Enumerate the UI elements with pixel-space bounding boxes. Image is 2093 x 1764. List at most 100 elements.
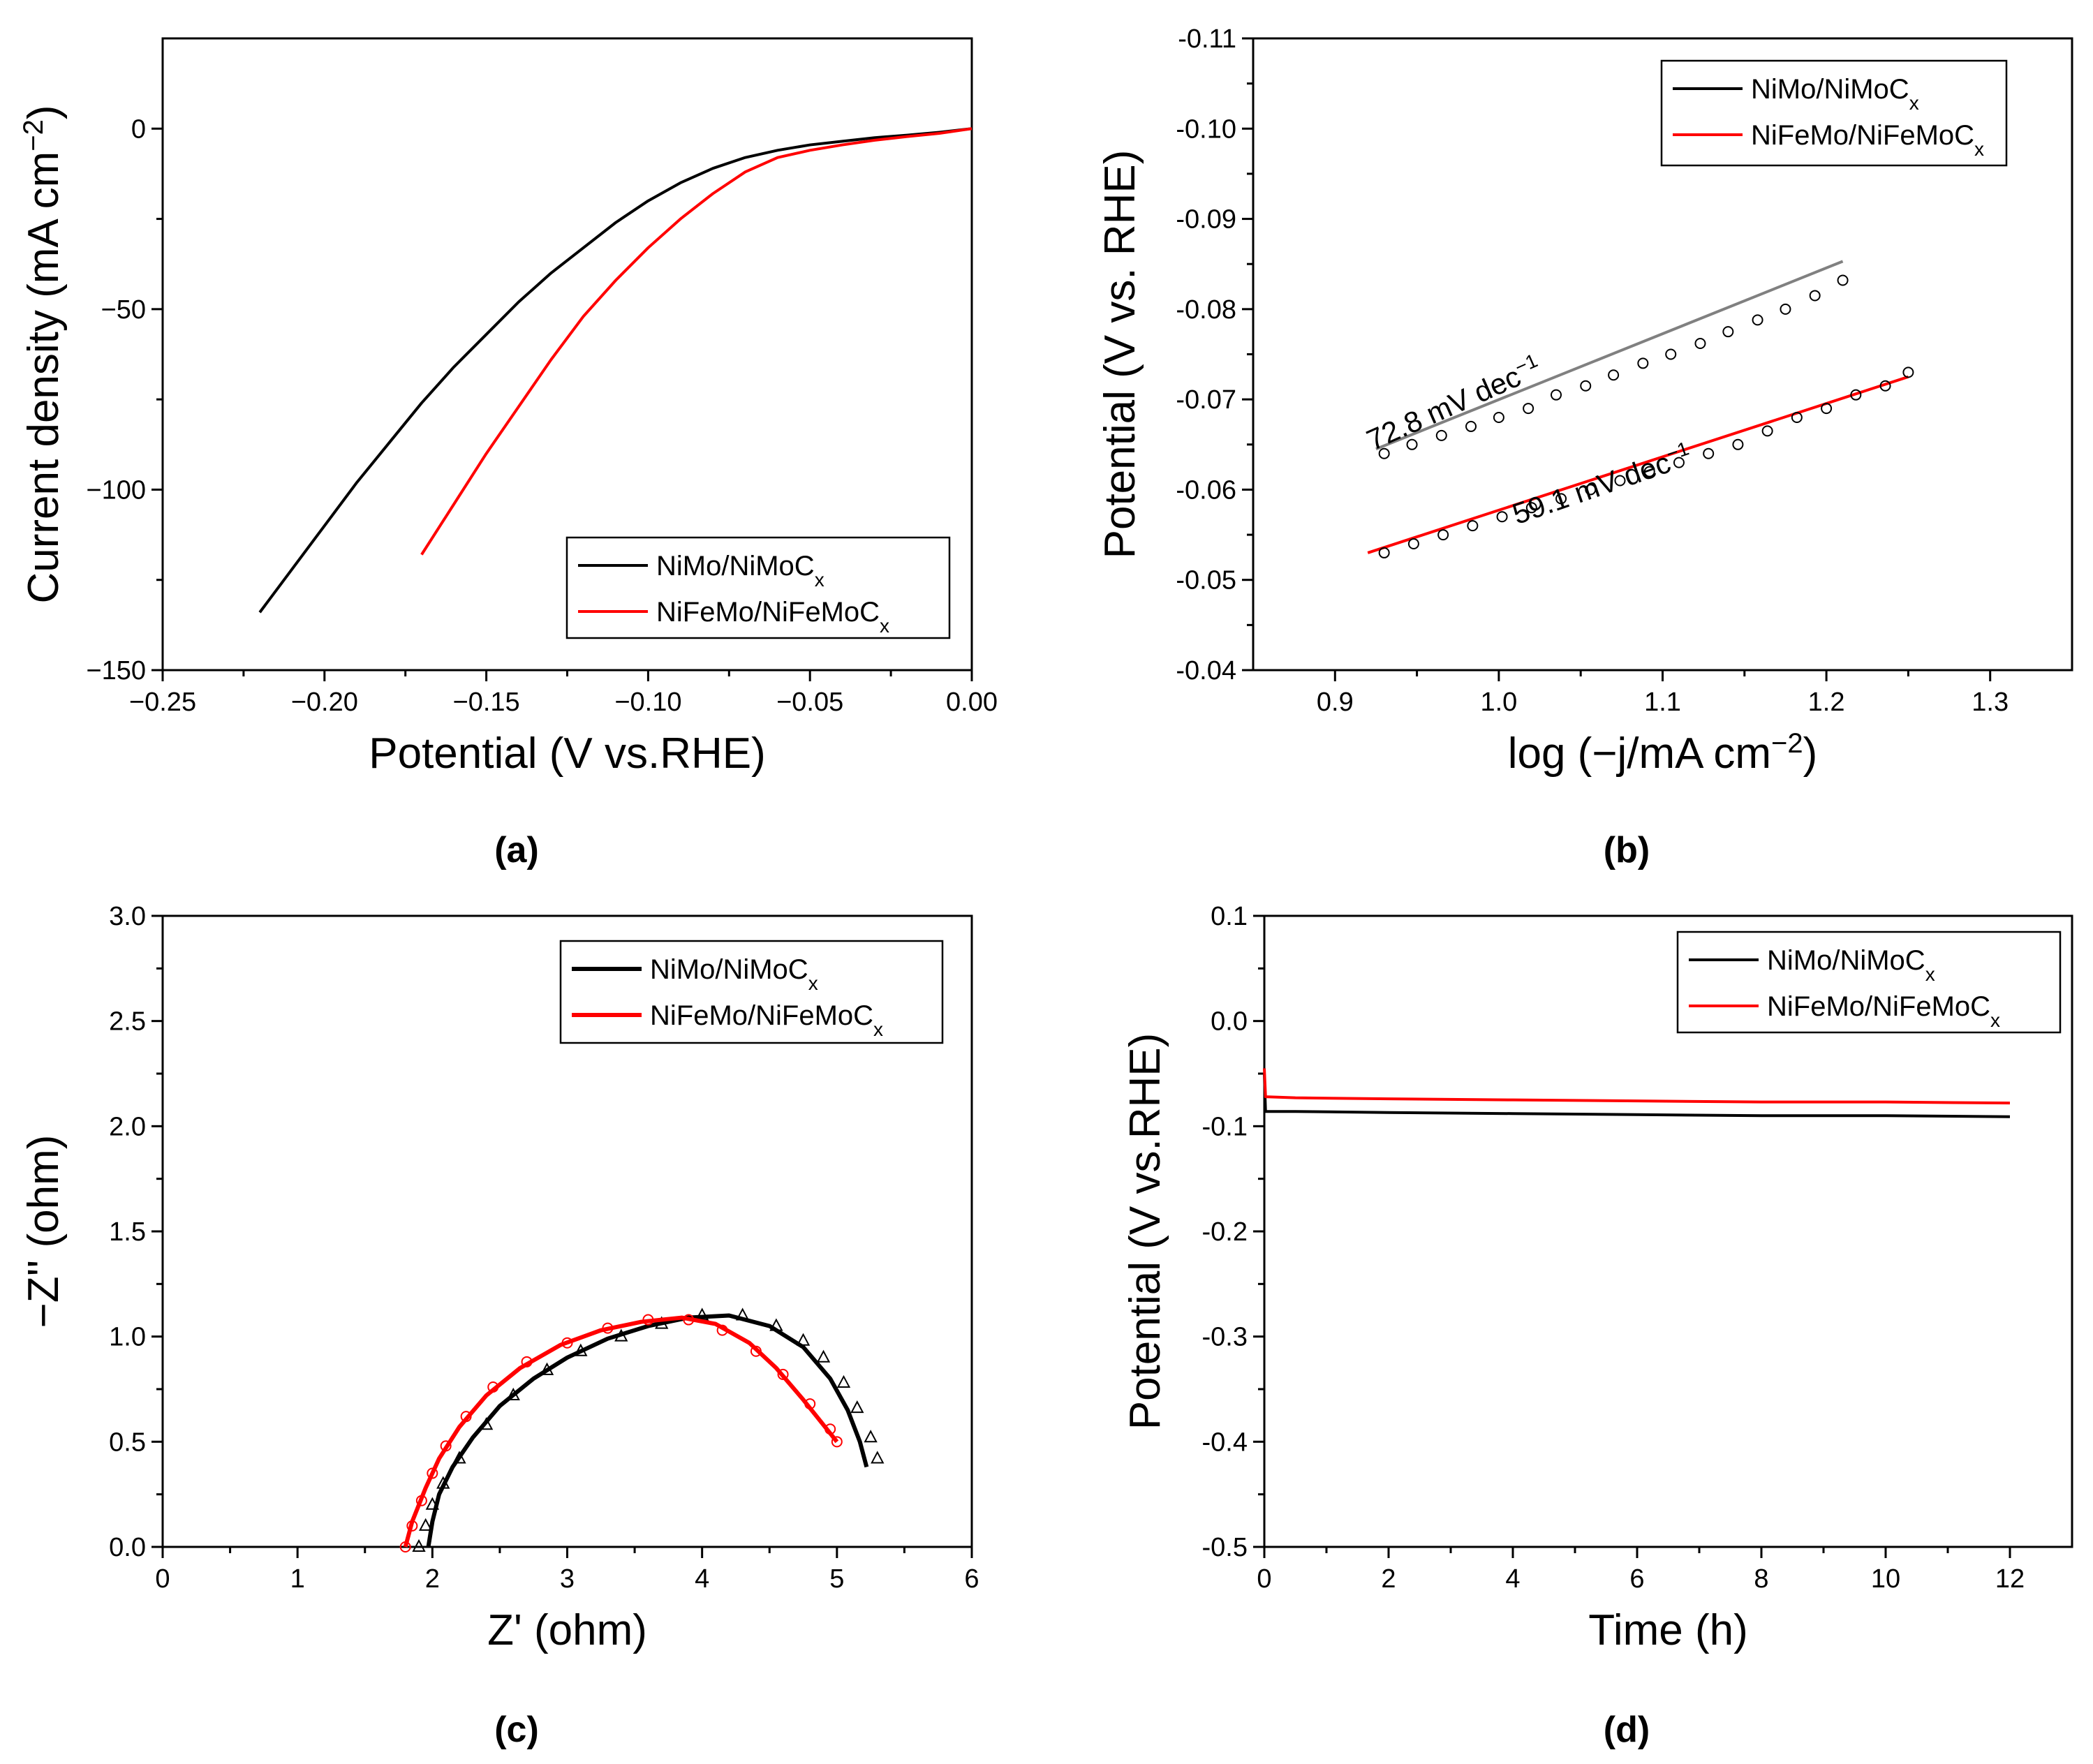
series-nifemo-nifemoc-point — [1407, 538, 1419, 549]
x-tick-label: 4 — [1505, 1564, 1520, 1594]
y-tick-label: 1.0 — [109, 1323, 146, 1352]
y-tick-label: -0.04 — [1176, 656, 1236, 685]
x-tick-label: 4 — [695, 1564, 709, 1594]
x-tick-label: −0.15 — [453, 688, 520, 717]
x-tick-label: 1.3 — [1972, 688, 2009, 717]
y-tick-label: −150 — [86, 656, 146, 685]
series-nifemo-nifemoc-point — [1761, 425, 1773, 437]
chart-panel-d: 0 2 4 6 8 10 12 -0.5 -0.4 -0.3 -0.2 -0.1 0.0 0.1 Time … — [1121, 902, 2073, 1750]
series-nifemo-nifemoc-point — [1378, 547, 1390, 558]
legend-label: NiMo/NiMoCx — [650, 954, 818, 994]
series-nifemo-nifemoc-point — [716, 1324, 728, 1336]
x-tick-label: 5 — [829, 1564, 844, 1594]
series-nifemo-nifemoc-point — [427, 1467, 438, 1479]
series-nimo-nimoc-line — [1263, 1073, 2011, 1118]
series-nifemo-nifemoc-point — [1902, 366, 1914, 378]
series-nifemo-nifemoc-fit-line — [403, 1315, 839, 1548]
series-nimo-nimoc-point — [452, 1451, 466, 1464]
x-tick-label: 12 — [1995, 1564, 2025, 1594]
series-nimo-nimoc-point — [1493, 412, 1504, 423]
legend-label: NiFeMo/NiFeMoCx — [656, 597, 889, 637]
series-nimo-nimoc-point — [864, 1430, 878, 1443]
series-nimo-nimoc-point — [850, 1400, 864, 1414]
series-nifemo-nifemoc-point — [1437, 529, 1449, 541]
panel-caption: (c) — [494, 1710, 539, 1750]
x-tick-label: 1 — [290, 1564, 305, 1594]
series-nimo-nimoc-point — [1722, 326, 1734, 338]
series-nimo-nimoc-point — [1665, 348, 1677, 360]
x-tick-label: −0.05 — [776, 688, 843, 717]
series-nifemo-nifemoc-point — [399, 1541, 411, 1552]
series-nimo-nimoc-point — [419, 1518, 433, 1531]
series-nimo-nimoc-point — [1637, 357, 1649, 369]
series-nifemo-nifemoc-point — [1879, 380, 1891, 392]
chart-panel-b: 0.9 1.0 1.1 1.2 1.3 -0.04 -0.05 -0.06 -0.07 -0.08… — [1096, 24, 2073, 870]
y-tick-label: -0.5 — [1202, 1533, 1248, 1562]
y-tick-label: 0.0 — [109, 1533, 146, 1562]
series-nimo-nimoc-fit-line — [426, 1313, 869, 1548]
series-nifemo-nifemoc-point — [1467, 520, 1479, 532]
y-axis-title: Potential (V vs. RHE) — [1096, 150, 1144, 559]
legend-box — [559, 940, 944, 1044]
x-tick-label: 2 — [1381, 1564, 1396, 1594]
y-tick-label: 1.5 — [109, 1217, 146, 1247]
y-tick-label: -0.07 — [1176, 385, 1236, 415]
y-tick-label: 0.1 — [1211, 902, 1248, 931]
x-axis-title: Potential (V vs.RHE) — [369, 729, 766, 778]
series-nimo-nimoc-fit-line — [1375, 260, 1844, 451]
series-nimo-nimoc-point — [540, 1362, 554, 1375]
x-tick-label: −0.20 — [291, 688, 358, 717]
series-nifemo-nifemoc-point — [824, 1423, 836, 1435]
y-tick-label: 3.0 — [109, 902, 146, 931]
series-nimo-nimoc-point — [655, 1316, 669, 1329]
chart-panel-a: −0.25 −0.20 −0.15 −0.10 −0.05 0.00 −150 −100 −50… — [18, 37, 998, 870]
series-nimo-nimoc-point — [769, 1318, 783, 1331]
y-tick-label: -0.1 — [1202, 1112, 1248, 1141]
series-nifemo-nifemoc-fit-line — [1367, 375, 1909, 554]
panel-caption: (b) — [1604, 830, 1650, 870]
series-nimo-nimoc-point — [1580, 380, 1592, 392]
series-nimo-nimoc-point — [735, 1307, 750, 1321]
series-nifemo-nifemoc-point — [440, 1440, 452, 1452]
series-nimo-nimoc-point — [1694, 337, 1706, 349]
series-nimo-nimoc-point — [1551, 389, 1562, 401]
chart-panel-c: 0 1 2 3 4 5 6 0.0 0.5 1.0 1.5 2.0 2.5 3.0 Z' (ohm) −Z''… — [20, 902, 979, 1750]
series-nimo-nimoc-point — [1752, 314, 1763, 326]
series-nifemo-nifemoc-point — [1496, 511, 1508, 523]
series-nifemo-nifemoc-point — [683, 1314, 695, 1326]
series-nifemo-nifemoc-point — [1673, 457, 1685, 468]
series-nifemo-nifemoc-line — [420, 127, 972, 556]
series-nifemo-nifemoc-point — [831, 1436, 843, 1448]
series-nimo-nimoc-point — [436, 1476, 450, 1489]
series-nifemo-nifemoc-point — [777, 1368, 789, 1380]
series-nifemo-nifemoc-point — [1791, 412, 1803, 423]
panel-caption: (d) — [1604, 1710, 1650, 1750]
series-nifemo-nifemoc-point — [1614, 475, 1626, 487]
series-nifemo-nifemoc-line — [1263, 1068, 2011, 1105]
x-axis-title: Z' (ohm) — [487, 1606, 647, 1654]
series-nifemo-nifemoc-point — [1850, 389, 1862, 401]
legend-box — [1660, 59, 2008, 167]
legend-box — [565, 536, 951, 639]
legend-label: NiFeMo/NiFeMoCx — [1751, 120, 1984, 160]
series-nimo-nimoc-line — [258, 127, 972, 614]
x-axis-title: Time (h) — [1588, 1606, 1747, 1654]
x-tick-label: 0.9 — [1317, 688, 1354, 717]
legend: NiMo/NiMoCx NiFeMo/NiFeMoCx — [559, 940, 944, 1044]
y-tick-label: -0.05 — [1176, 566, 1236, 595]
legend-label: NiFeMo/NiFeMoCx — [650, 1000, 883, 1040]
y-tick-label: -0.2 — [1202, 1217, 1248, 1247]
x-axis-title: log (−j/mA cm−2) — [1508, 728, 1818, 778]
x-tick-label: 6 — [1629, 1564, 1644, 1594]
x-tick-label: 10 — [1871, 1564, 1900, 1594]
series-nifemo-nifemoc-point — [1732, 438, 1744, 450]
series-nimo-nimoc-point — [614, 1328, 628, 1342]
y-axis-title: −Z'' (ohm) — [20, 1135, 68, 1328]
y-tick-label: -0.10 — [1176, 114, 1236, 144]
series-nifemo-nifemoc-point — [415, 1495, 427, 1506]
series-nifemo-nifemoc-point — [750, 1345, 762, 1357]
series-nifemo-nifemoc-point — [1525, 502, 1537, 514]
legend-box — [1676, 931, 2062, 1034]
series-nimo-nimoc-point — [574, 1343, 588, 1356]
y-tick-label: 0 — [131, 114, 146, 144]
